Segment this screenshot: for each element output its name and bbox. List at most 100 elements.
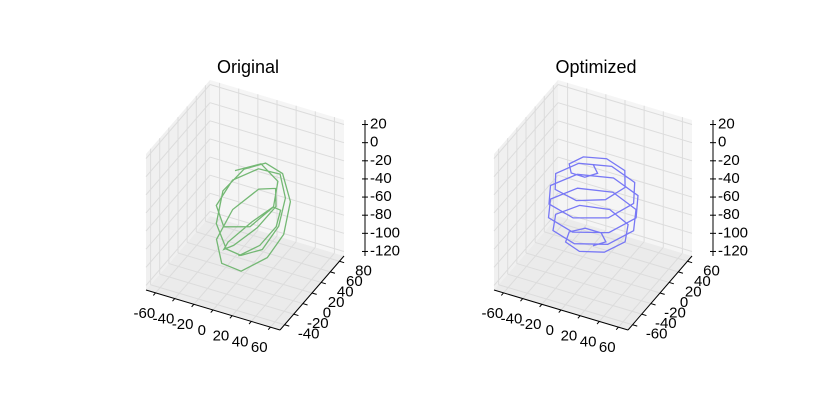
y-tick-label: -20 bbox=[307, 315, 329, 332]
grid-line bbox=[145, 120, 211, 196]
z-tick-label: -60 bbox=[370, 188, 392, 205]
x-tick-label: 40 bbox=[232, 333, 249, 350]
x-tick-label: 40 bbox=[580, 333, 597, 350]
grid-line bbox=[159, 273, 294, 315]
z-tick-label: -20 bbox=[370, 152, 392, 169]
grid-line bbox=[553, 220, 688, 262]
grid-line bbox=[493, 156, 559, 232]
tick-mark bbox=[248, 321, 252, 325]
z-tick-label: -120 bbox=[370, 242, 400, 259]
grid-line bbox=[177, 252, 313, 294]
tick-mark bbox=[284, 324, 290, 327]
grid-line bbox=[145, 156, 211, 232]
z-tick-label: 0 bbox=[370, 134, 378, 151]
grid-line bbox=[209, 192, 345, 234]
grid-line bbox=[145, 84, 211, 159]
grid-line bbox=[145, 174, 211, 250]
x-tick-label: -60 bbox=[482, 305, 504, 322]
x-tick-label: 20 bbox=[561, 328, 578, 345]
y-tick-label: 0 bbox=[680, 294, 688, 311]
y-tick-label: -20 bbox=[664, 305, 686, 322]
tick-mark bbox=[596, 321, 600, 325]
curve bbox=[215, 162, 292, 272]
tick-mark bbox=[229, 315, 233, 319]
grid-line bbox=[493, 174, 559, 250]
z-tick-label: -40 bbox=[370, 170, 392, 187]
tick-mark bbox=[210, 309, 214, 313]
tick-mark bbox=[339, 260, 345, 264]
grid-line bbox=[196, 231, 331, 273]
grid-line bbox=[493, 102, 559, 177]
grid-line bbox=[145, 102, 211, 177]
tick-mark bbox=[302, 303, 308, 306]
grid-line bbox=[557, 102, 693, 144]
grid-line bbox=[507, 273, 642, 315]
subplot: -60-40-20 0 20 40 60-40-20020406080200-20-40… bbox=[134, 57, 401, 356]
x-tick-label: 60 bbox=[599, 339, 616, 356]
grid-line bbox=[186, 241, 322, 283]
tick-mark bbox=[632, 324, 638, 327]
grid-line bbox=[557, 174, 693, 216]
grid-line bbox=[493, 193, 559, 268]
y-tick-label: 40 bbox=[694, 273, 711, 290]
grid-line bbox=[150, 284, 285, 326]
y-tick-label: -40 bbox=[298, 326, 320, 343]
grid-line bbox=[498, 284, 633, 326]
z-tick-label: 20 bbox=[718, 116, 735, 133]
z-tick-label: -100 bbox=[718, 224, 748, 241]
tick-mark bbox=[191, 303, 195, 308]
grid-line bbox=[534, 241, 670, 283]
x-tick-label: -40 bbox=[153, 310, 175, 327]
tick-mark bbox=[650, 303, 656, 306]
tick-mark bbox=[659, 292, 665, 295]
z-tick-label: -40 bbox=[718, 170, 740, 187]
tick-mark bbox=[330, 271, 336, 274]
grid-line bbox=[205, 220, 340, 262]
x-tick-label: 60 bbox=[251, 339, 268, 356]
tick-mark bbox=[577, 315, 581, 319]
grid-line bbox=[493, 211, 559, 286]
grid-line bbox=[557, 84, 693, 126]
y-tick-label: 40 bbox=[337, 283, 354, 300]
z-tick-label: 20 bbox=[370, 116, 387, 133]
subplot: -60-40-20 0 20 40 60-60-40-200204060200-20-4… bbox=[482, 57, 749, 356]
grid-line bbox=[525, 252, 661, 294]
y-tick-label: 20 bbox=[328, 294, 345, 311]
x-tick-label: 0 bbox=[546, 322, 554, 339]
grid-line bbox=[209, 102, 345, 144]
y-axis bbox=[279, 255, 345, 331]
z-tick-label: 0 bbox=[718, 134, 726, 151]
x-tick-label: 0 bbox=[198, 322, 206, 339]
z-tick-label: -60 bbox=[718, 188, 740, 205]
grid-line bbox=[493, 84, 559, 159]
tick-mark bbox=[539, 303, 543, 308]
x-tick-label: -20 bbox=[172, 316, 194, 333]
x-axis bbox=[145, 289, 281, 331]
grid-line bbox=[145, 138, 211, 214]
grid-line bbox=[209, 210, 345, 252]
grid-line bbox=[209, 120, 345, 162]
y-tick-label: 0 bbox=[323, 305, 331, 322]
z-tick-label: -80 bbox=[370, 206, 392, 223]
y-tick-label: 60 bbox=[703, 262, 720, 279]
x-tick-label: -40 bbox=[501, 310, 523, 327]
z-tick-label: -20 bbox=[718, 152, 740, 169]
y-tick-label: 80 bbox=[355, 262, 372, 279]
tick-mark bbox=[615, 326, 619, 331]
grid-line bbox=[209, 84, 345, 126]
tick-mark bbox=[687, 260, 693, 264]
grid-line bbox=[209, 156, 345, 198]
grid-line bbox=[145, 211, 211, 286]
z-tick-label: -120 bbox=[718, 242, 748, 259]
tick-mark bbox=[500, 292, 504, 296]
y-tick-label: -60 bbox=[646, 326, 668, 343]
x-axis bbox=[493, 289, 629, 331]
grid-line bbox=[516, 263, 652, 305]
curve bbox=[547, 156, 639, 253]
grid-line bbox=[145, 193, 211, 268]
grid-line bbox=[209, 138, 345, 180]
tick-mark bbox=[320, 281, 326, 285]
tick-mark bbox=[152, 292, 156, 296]
tick-mark bbox=[172, 298, 176, 302]
